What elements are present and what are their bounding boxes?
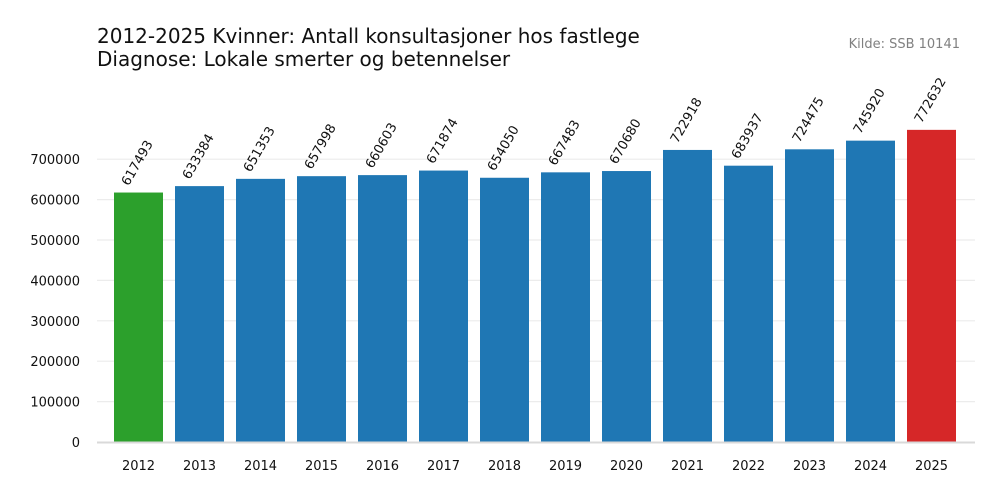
bar-2012 — [114, 192, 163, 442]
bar-2020 — [602, 171, 651, 442]
data-label-2016: 660603 — [363, 121, 401, 171]
y-axis-ticks: 0 100000 200000 300000 400000 500000 600000 700… — [30, 153, 80, 451]
bars — [114, 129, 956, 443]
data-label-2013: 633384 — [180, 132, 218, 182]
chart-title: 2012-2025 Kvinner: Antall konsultasjoner… — [97, 24, 640, 48]
chart-subtitle: Diagnose: Lokale smerter og betennelser — [97, 47, 511, 71]
bar-2019 — [541, 172, 590, 443]
data-label-2019: 667483 — [546, 118, 584, 168]
x-tick-label: 2019 — [549, 459, 582, 474]
bar-2025 — [907, 129, 956, 442]
bar-2017 — [419, 170, 468, 442]
data-label-2015: 657998 — [302, 122, 340, 172]
y-tick-label: 200000 — [30, 355, 80, 370]
data-label-2021: 722918 — [668, 95, 706, 145]
data-label-2025: 772632 — [912, 75, 950, 125]
bar-2015 — [297, 176, 346, 442]
bar-2013 — [175, 186, 224, 442]
bar-2014 — [236, 178, 285, 442]
x-tick-label: 2018 — [488, 459, 521, 474]
source-note: Kilde: SSB 10141 — [848, 37, 960, 52]
bar-2023 — [785, 149, 834, 442]
x-tick-label: 2020 — [610, 459, 643, 474]
x-tick-label: 2023 — [793, 459, 826, 474]
y-tick-label: 400000 — [30, 274, 80, 289]
x-axis-ticks: 2012 2013 2014 2015 2016 2017 2018 2019 2020 2021… — [122, 459, 948, 474]
y-tick-label: 100000 — [30, 396, 80, 411]
data-label-2024: 745920 — [851, 86, 889, 136]
x-tick-label: 2016 — [366, 459, 399, 474]
x-tick-label: 2022 — [732, 459, 765, 474]
y-tick-label: 700000 — [30, 153, 80, 168]
y-tick-label: 600000 — [30, 194, 80, 209]
x-tick-label: 2015 — [305, 459, 338, 474]
x-tick-label: 2013 — [183, 459, 216, 474]
x-tick-label: 2014 — [244, 459, 277, 474]
grid-lines — [97, 158, 975, 403]
data-label-2018: 654050 — [485, 123, 523, 173]
y-tick-label: 0 — [72, 436, 80, 451]
y-tick-label: 500000 — [30, 234, 80, 249]
data-label-2012: 617493 — [119, 138, 157, 188]
x-tick-label: 2025 — [915, 459, 948, 474]
bar-2018 — [480, 177, 529, 442]
x-tick-label: 2021 — [671, 459, 704, 474]
bar-2016 — [358, 175, 407, 442]
bar-2022 — [724, 165, 773, 442]
data-label-2022: 683937 — [729, 111, 767, 161]
data-label-2014: 651353 — [241, 124, 279, 174]
y-tick-label: 300000 — [30, 315, 80, 330]
bar-2021 — [663, 149, 712, 442]
x-tick-label: 2012 — [122, 459, 155, 474]
x-tick-label: 2017 — [427, 459, 460, 474]
x-tick-label: 2024 — [854, 459, 887, 474]
bar-2024 — [846, 140, 895, 442]
data-label-2023: 724475 — [790, 95, 828, 145]
